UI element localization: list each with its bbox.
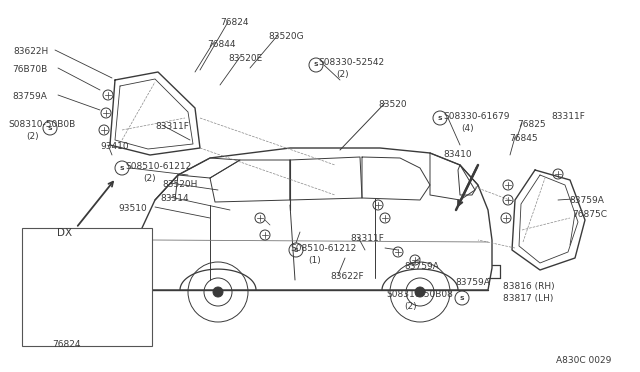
Text: 76845: 76845 (509, 134, 538, 143)
Text: 76825: 76825 (517, 120, 546, 129)
Text: 83817 (LH): 83817 (LH) (503, 294, 554, 303)
Bar (22, 228, 152, 346)
Text: A830C 0029: A830C 0029 (556, 356, 611, 365)
Text: DX: DX (57, 228, 72, 238)
Text: (2): (2) (336, 70, 349, 79)
Text: S: S (438, 115, 442, 121)
Text: S: S (314, 62, 318, 67)
Text: 76824: 76824 (220, 18, 248, 27)
Text: 83520: 83520 (378, 100, 406, 109)
Text: 83622F: 83622F (330, 272, 364, 281)
Text: 83520E: 83520E (228, 54, 262, 63)
Text: (2): (2) (143, 174, 156, 183)
Text: 76844: 76844 (207, 40, 236, 49)
Text: 83759A: 83759A (404, 262, 439, 271)
Text: S08330-61679: S08330-61679 (443, 112, 509, 121)
Text: S08310-50B0B: S08310-50B0B (8, 120, 76, 129)
Text: 83759A: 83759A (569, 196, 604, 205)
Text: 83410: 83410 (443, 150, 472, 159)
Text: S: S (460, 295, 464, 301)
Circle shape (415, 287, 425, 297)
Text: (1): (1) (308, 256, 321, 265)
Text: 83816 (RH): 83816 (RH) (503, 282, 555, 291)
Text: S08510-61212: S08510-61212 (125, 162, 191, 171)
Text: 83520H: 83520H (162, 180, 197, 189)
Text: 83520G: 83520G (268, 32, 303, 41)
Text: 83514: 83514 (160, 194, 189, 203)
Text: S: S (120, 166, 124, 170)
Text: (4): (4) (461, 124, 474, 133)
Text: S08310-50B08: S08310-50B08 (386, 290, 453, 299)
Circle shape (213, 287, 223, 297)
Text: 76875C: 76875C (572, 210, 607, 219)
Text: S: S (294, 247, 298, 253)
Text: 93410: 93410 (100, 142, 129, 151)
Text: 83622H: 83622H (13, 47, 48, 56)
Text: 93510: 93510 (118, 204, 147, 213)
Text: S: S (48, 125, 52, 131)
Text: S08330-52542: S08330-52542 (318, 58, 384, 67)
Text: (2): (2) (26, 132, 38, 141)
Text: 76B70B: 76B70B (12, 65, 47, 74)
Text: 83759A: 83759A (12, 92, 47, 101)
Text: 83311F: 83311F (551, 112, 585, 121)
Text: 83311F: 83311F (155, 122, 189, 131)
Text: 83759A: 83759A (455, 278, 490, 287)
Text: 76824: 76824 (52, 340, 81, 349)
Text: (2): (2) (404, 302, 417, 311)
Text: S08510-61212: S08510-61212 (290, 244, 356, 253)
Text: 83311F: 83311F (350, 234, 384, 243)
